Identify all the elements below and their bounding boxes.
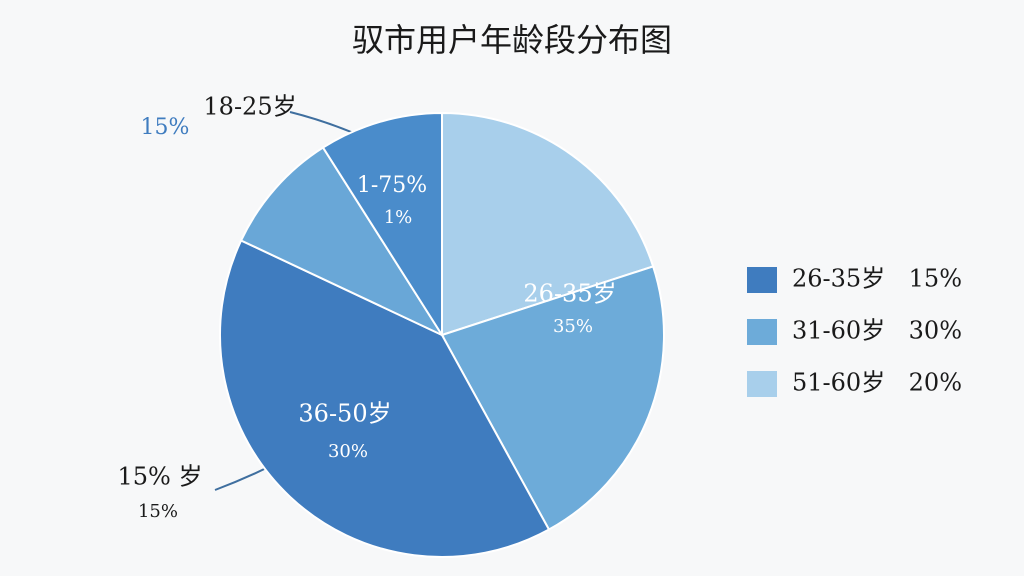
slice-label: 15% 岁 — [118, 463, 203, 491]
legend-value: 20% — [909, 369, 962, 397]
slice-label: 30% — [328, 441, 368, 462]
legend-label: 26-35岁 — [792, 265, 885, 293]
legend-value: 15% — [909, 265, 962, 293]
legend-value: 30% — [909, 317, 962, 345]
legend-swatch — [747, 371, 777, 397]
slice-label: 15% — [141, 115, 190, 140]
slice-label: 26-35岁 — [523, 280, 616, 308]
legend-label: 51-60岁 — [792, 369, 885, 397]
slice-label: 15% — [138, 501, 178, 522]
slice-label: 36-50岁 — [298, 400, 391, 428]
legend-swatch — [747, 267, 777, 293]
pie-slice — [440, 265, 665, 531]
chart-title: 驭市用户年龄段分布图 — [352, 21, 672, 59]
slice-label: 1% — [384, 207, 413, 228]
pie-slice — [219, 239, 551, 558]
slice-label: 18-25岁 — [203, 93, 296, 121]
labels: 18-25岁 15% 1-75% 1% 26-35岁 35% 36-50岁 30% 15% 岁 1… — [118, 93, 962, 523]
pie — [219, 111, 665, 558]
pie-slice — [441, 111, 655, 337]
slice-label: 35% — [553, 316, 593, 337]
legend-label: 31-60岁 — [792, 317, 885, 345]
pie-slice — [239, 146, 445, 338]
pie-slice — [321, 111, 443, 339]
slice-label: 1-75% — [357, 173, 427, 198]
legend-swatch — [747, 319, 777, 345]
